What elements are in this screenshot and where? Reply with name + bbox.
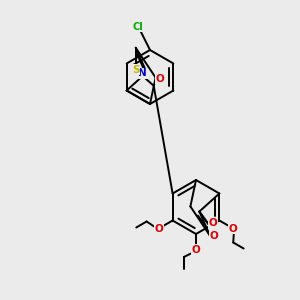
Text: O: O: [155, 74, 164, 84]
Text: Cl: Cl: [133, 22, 143, 32]
Text: O: O: [154, 224, 163, 233]
Text: S: S: [132, 65, 140, 75]
Text: O: O: [210, 231, 219, 241]
Text: N: N: [138, 68, 147, 78]
Text: O: O: [229, 224, 238, 233]
Text: O: O: [192, 245, 200, 255]
Text: O: O: [209, 218, 218, 228]
